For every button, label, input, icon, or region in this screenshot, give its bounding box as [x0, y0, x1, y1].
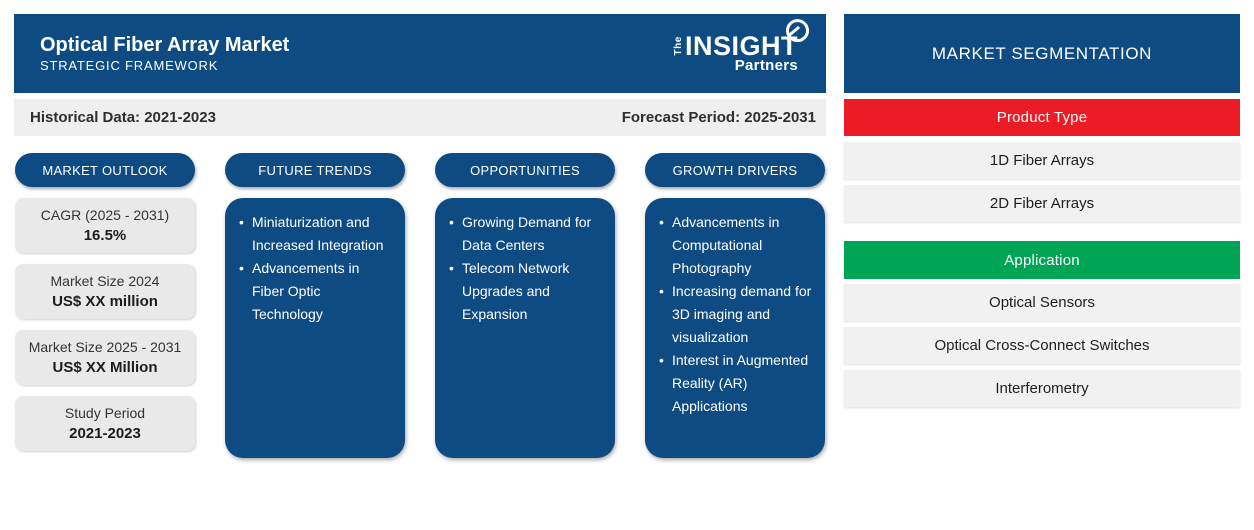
segment-item-optical-sensors: Optical Sensors: [844, 284, 1240, 321]
product-type-header: Product Type: [844, 99, 1240, 136]
future-trends-item: Miniaturization and Increased Integratio…: [239, 211, 393, 257]
study-period-stat-box: Study Period 2021-2023: [15, 396, 195, 451]
growth-drivers-pill: GROWTH DRIVERS: [645, 153, 825, 187]
growth-drivers-item: Advancements in Computational Photograph…: [659, 211, 813, 280]
cagr-label: CAGR (2025 - 2031): [40, 207, 170, 223]
segment-item-interferometry: Interferometry: [844, 370, 1240, 407]
opportunities-item: Telecom Network Upgrades and Expansion: [449, 257, 603, 326]
growth-drivers-box: Advancements in Computational Photograph…: [645, 198, 825, 458]
opportunities-item: Growing Demand for Data Centers: [449, 211, 603, 257]
future-trends-list: Miniaturization and Increased Integratio…: [239, 211, 393, 326]
study-period-label: Study Period: [64, 405, 146, 421]
report-title: Optical Fiber Array Market: [40, 34, 290, 56]
future-trends-item: Advancements in Fiber Optic Technology: [239, 257, 393, 326]
market-segmentation-header: MARKET SEGMENTATION: [844, 14, 1240, 93]
growth-drivers-item: Interest in Augmented Reality (AR) Appli…: [659, 349, 813, 418]
report-header: Optical Fiber Array Market STRATEGIC FRA…: [14, 14, 826, 93]
future-trends-box: Miniaturization and Increased Integratio…: [225, 198, 405, 458]
growth-drivers-item: Increasing demand for 3D imaging and vis…: [659, 280, 813, 349]
market-size-2024-value: US$ XX million: [52, 293, 158, 310]
segment-item-1d-fiber-arrays: 1D Fiber Arrays: [844, 142, 1240, 179]
opportunities-list: Growing Demand for Data Centers Telecom …: [449, 211, 603, 326]
future-trends-column: FUTURE TRENDS Miniaturization and Increa…: [225, 153, 405, 458]
market-size-2024-stat-box: Market Size 2024 US$ XX million: [15, 264, 195, 319]
segment-item-optical-cross-connect-switches: Optical Cross-Connect Switches: [844, 327, 1240, 364]
opportunities-pill: OPPORTUNITIES: [435, 153, 615, 187]
magnifier-icon: [786, 18, 809, 42]
period-bar: Historical Data: 2021-2023 Forecast Peri…: [14, 99, 826, 136]
market-size-2025-2031-stat-box: Market Size 2025 - 2031 US$ XX Million: [15, 330, 195, 385]
report-subtitle: STRATEGIC FRAMEWORK: [40, 58, 219, 73]
logo-partners-text: Partners: [734, 56, 798, 74]
logo-the-text: The: [672, 36, 684, 56]
market-size-2025-2031-value: US$ XX Million: [52, 359, 158, 376]
market-size-2025-2031-label: Market Size 2025 - 2031: [28, 339, 182, 355]
segment-item-2d-fiber-arrays: 2D Fiber Arrays: [844, 185, 1240, 222]
study-period-value: 2021-2023: [69, 425, 141, 442]
insight-partners-logo: The INSIGHT Partners: [672, 18, 809, 74]
growth-drivers-list: Advancements in Computational Photograph…: [659, 211, 813, 418]
cagr-stat-box: CAGR (2025 - 2031) 16.5%: [15, 198, 195, 253]
logo-insight-text: INSIGHT: [684, 18, 809, 61]
historical-data-label: Historical Data: 2021-2023: [30, 109, 216, 126]
magnifier-handle: [788, 25, 800, 37]
logo-insight-word: INSIGHT: [684, 30, 798, 61]
application-header: Application: [844, 241, 1240, 279]
logo-row: The INSIGHT: [672, 18, 809, 61]
report-header-text: Optical Fiber Array Market STRATEGIC FRA…: [14, 33, 289, 74]
opportunities-column: OPPORTUNITIES Growing Demand for Data Ce…: [435, 153, 615, 458]
market-outlook-column: MARKET OUTLOOK CAGR (2025 - 2031) 16.5% …: [15, 153, 195, 462]
market-outlook-pill: MARKET OUTLOOK: [15, 153, 195, 187]
growth-drivers-column: GROWTH DRIVERS Advancements in Computati…: [645, 153, 825, 458]
forecast-period-label: Forecast Period: 2025-2031: [621, 109, 816, 126]
opportunities-box: Growing Demand for Data Centers Telecom …: [435, 198, 615, 458]
market-segmentation-panel: MARKET SEGMENTATION Product Type 1D Fibe…: [844, 14, 1240, 413]
cagr-value: 16.5%: [83, 227, 127, 244]
market-size-2024-label: Market Size 2024: [50, 273, 160, 289]
future-trends-pill: FUTURE TRENDS: [225, 153, 405, 187]
